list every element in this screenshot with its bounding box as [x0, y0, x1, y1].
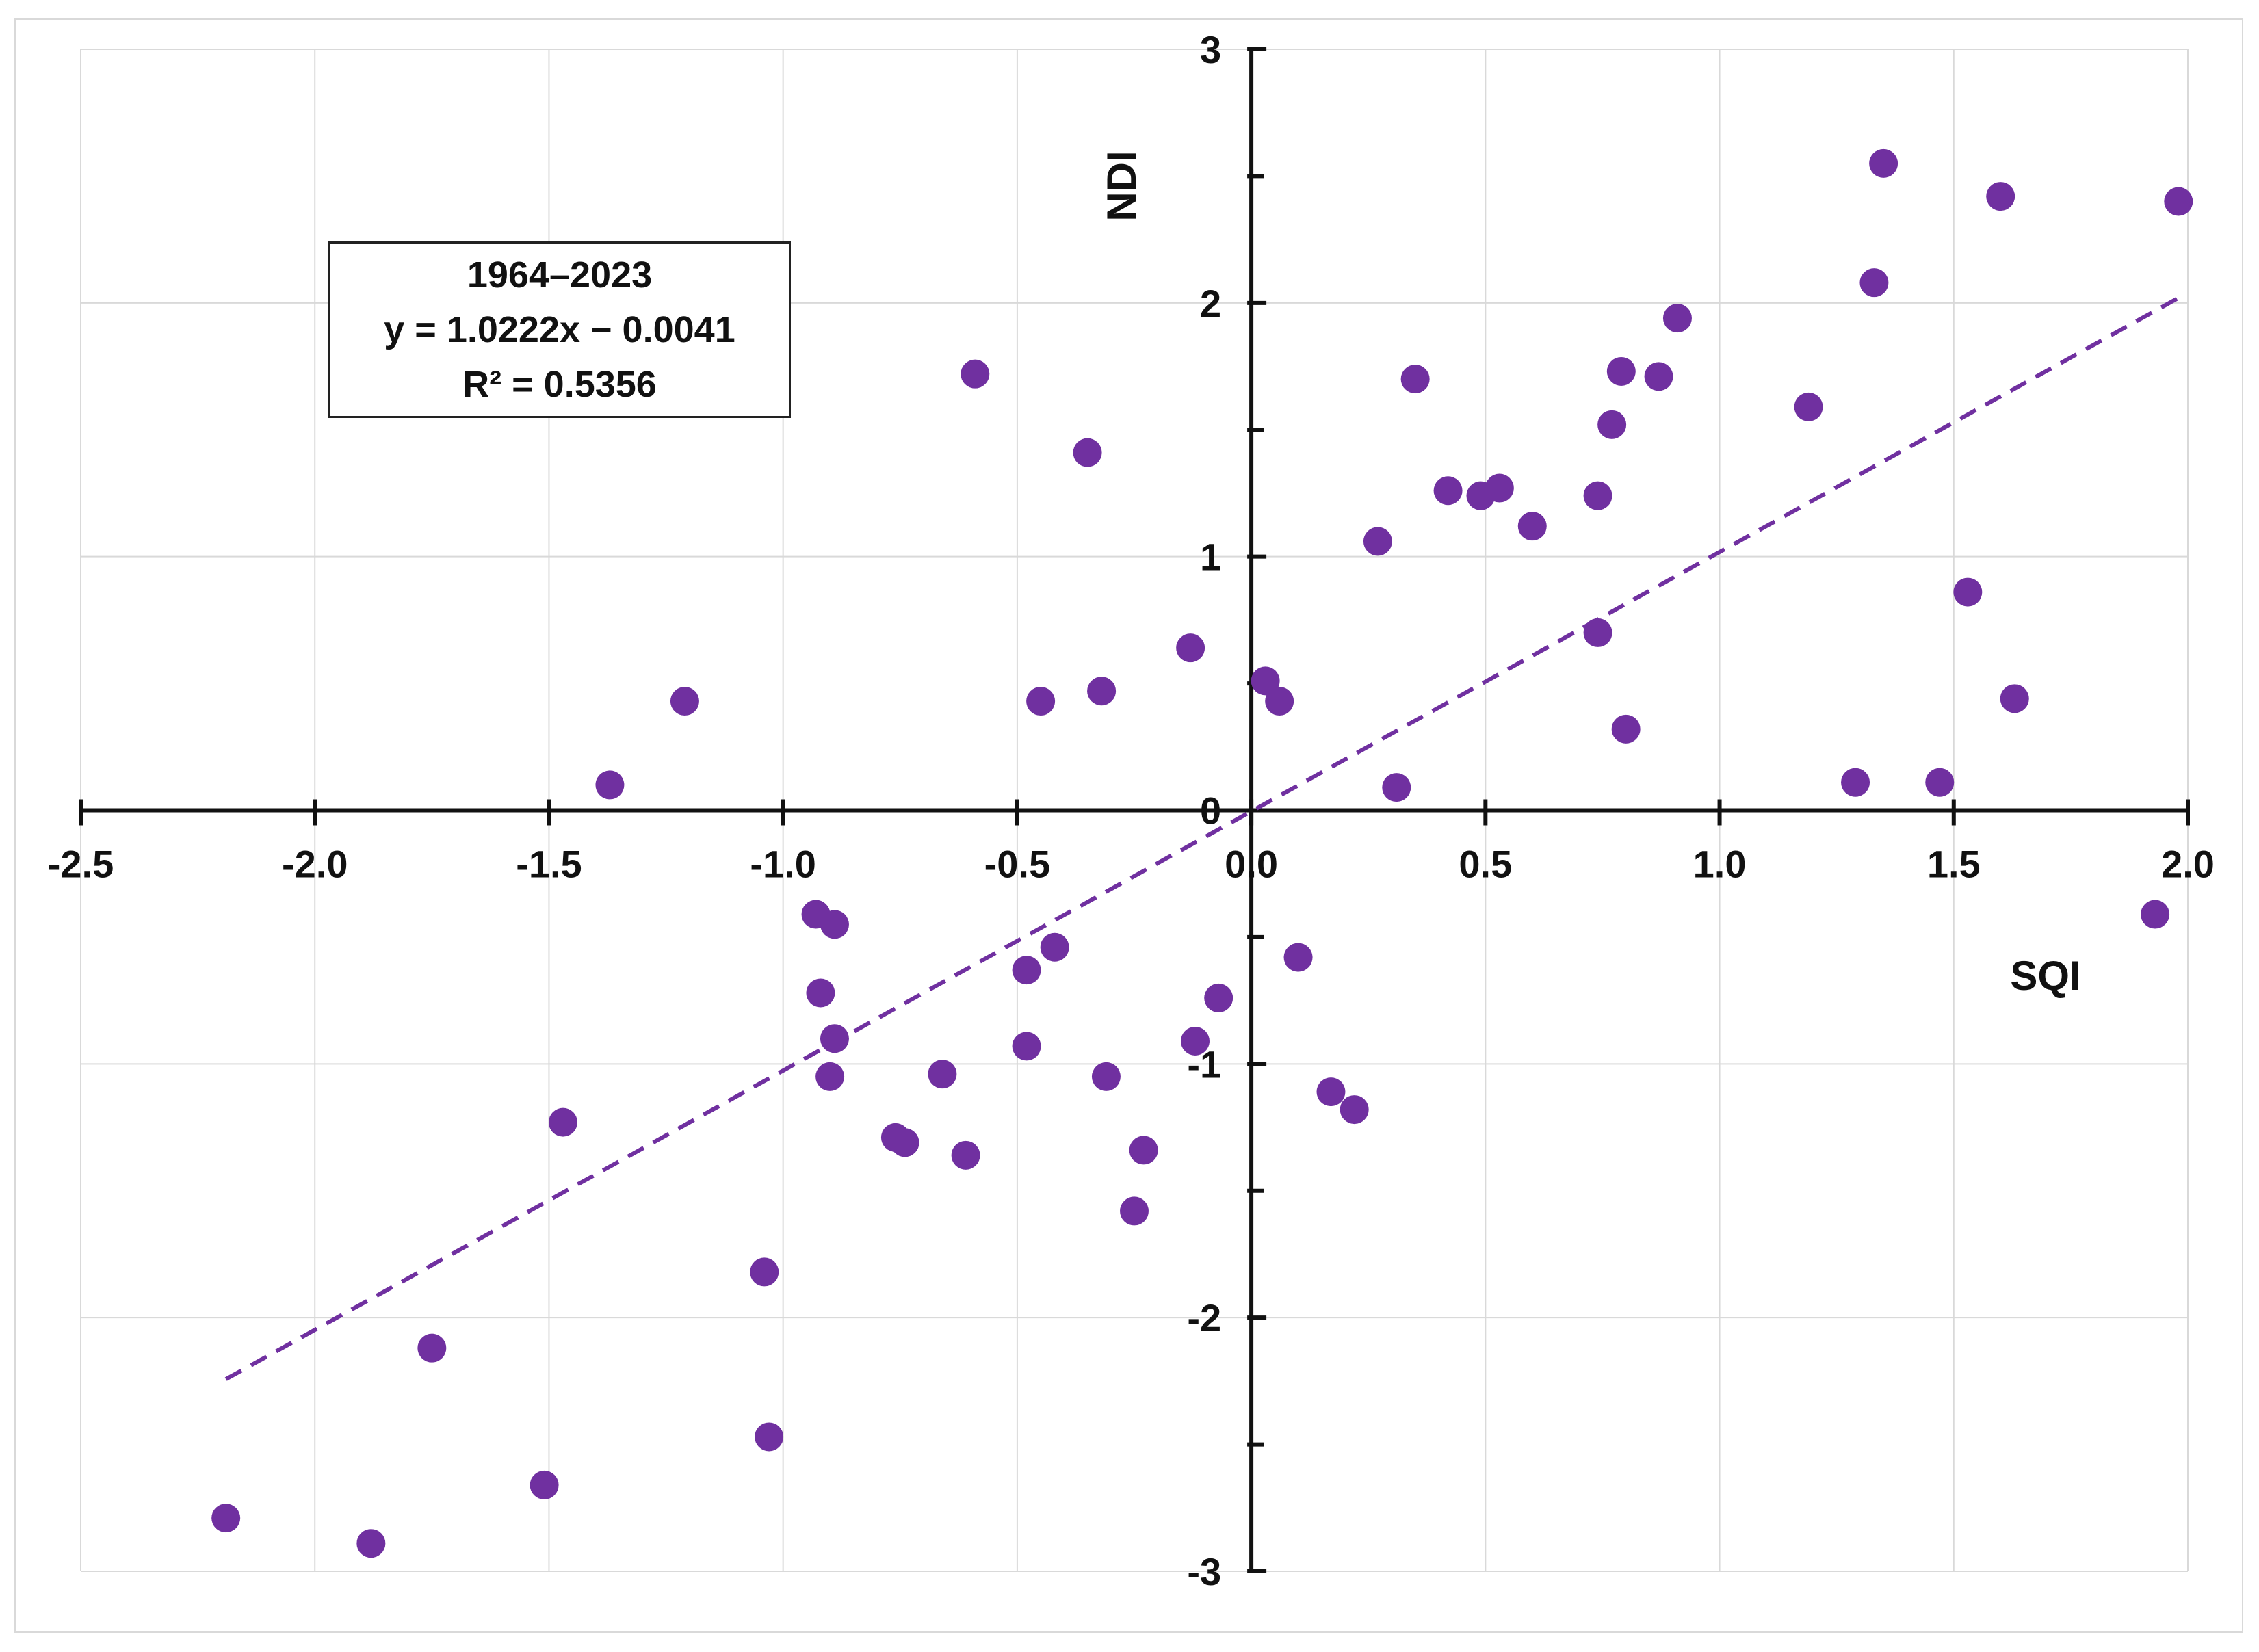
data-point: [951, 1140, 980, 1170]
data-point: [1583, 481, 1612, 510]
data-point: [1087, 677, 1117, 706]
data-point: [1925, 768, 1955, 797]
data-point: [1986, 182, 2015, 211]
data-point: [806, 978, 835, 1008]
period-label: 1964–2023: [467, 254, 653, 296]
data-point: [2164, 187, 2193, 216]
y-axis-title: NDI: [1099, 150, 1145, 221]
data-point: [1091, 1062, 1121, 1091]
data-point: [548, 1107, 577, 1137]
y-tick-label: 1: [1200, 536, 1221, 579]
data-point: [820, 1024, 849, 1053]
data-point: [1012, 956, 1041, 985]
data-points: [211, 148, 2193, 1558]
data-point: [1841, 768, 1870, 797]
x-tick-label: -2.0: [282, 843, 348, 886]
y-tick-label: -2: [1187, 1296, 1221, 1339]
data-point: [1382, 773, 1411, 802]
data-point: [1073, 438, 1102, 467]
data-point: [928, 1060, 957, 1089]
data-point: [750, 1257, 779, 1287]
x-tick-label: 2.0: [2161, 843, 2215, 886]
x-tick-label: 1.0: [1693, 843, 1747, 886]
data-point: [530, 1470, 559, 1499]
data-point: [1176, 633, 1205, 663]
data-point: [1316, 1077, 1346, 1107]
data-point: [1251, 666, 1280, 696]
regression-equation: y = 1.0222x − 0.0041: [384, 309, 735, 350]
x-tick-label: -0.5: [984, 843, 1051, 886]
data-point: [1180, 1026, 1210, 1056]
data-point: [1611, 714, 1641, 744]
data-point: [1485, 473, 1514, 503]
x-tick-label: -1.5: [516, 843, 582, 886]
data-point: [1606, 356, 1636, 386]
data-point: [1953, 577, 1983, 607]
data-point: [417, 1333, 447, 1363]
r-squared-label: R² = 0.5356: [462, 364, 657, 405]
y-tick-label: 2: [1200, 282, 1221, 325]
data-point: [1794, 392, 1823, 421]
data-point: [595, 770, 625, 800]
data-point: [890, 1128, 919, 1157]
trendline-group: [224, 296, 2180, 1381]
data-point: [1129, 1136, 1158, 1165]
data-point: [1400, 365, 1430, 394]
data-point: [211, 1504, 241, 1533]
x-tick-label: 1.5: [1927, 843, 1981, 886]
data-point: [1662, 304, 1692, 333]
y-tick-label: -3: [1187, 1550, 1221, 1593]
data-point: [1363, 527, 1392, 556]
data-point: [1012, 1032, 1041, 1061]
data-point: [1340, 1095, 1369, 1125]
data-point: [1026, 687, 1056, 716]
data-point: [815, 1062, 845, 1091]
tick-labels: -2.5 -2.0 -1.5 -1.0 -0.5 0.0 0.5 1.0 1.5 2.0 -3 -2 -…: [48, 28, 2215, 1593]
data-point: [1283, 943, 1313, 972]
data-point: [1120, 1196, 1149, 1226]
y-tick-label: -1: [1187, 1043, 1221, 1086]
data-point: [356, 1529, 386, 1558]
data-point: [1204, 983, 1233, 1012]
y-tick-label: 0: [1200, 789, 1221, 832]
data-point: [1597, 410, 1627, 439]
trendline-equation-box: 1964–2023 y = 1.0222x − 0.0041 R² = 0.53…: [328, 241, 791, 418]
data-point: [670, 687, 699, 716]
data-point: [1040, 932, 1069, 962]
data-point: [1583, 618, 1612, 647]
data-point: [1433, 476, 1463, 506]
y-tick-label: 3: [1200, 28, 1221, 71]
trendline: [224, 296, 2180, 1381]
data-point: [1517, 512, 1547, 541]
x-tick-label: -2.5: [48, 843, 114, 886]
data-point: [1644, 362, 1673, 391]
x-axis-title: SQI: [2010, 953, 2080, 999]
x-tick-label: -1.0: [750, 843, 816, 886]
chart-area: [14, 18, 2243, 1633]
x-tick-label: 0.0: [1225, 843, 1278, 886]
data-point: [2141, 900, 2170, 929]
data-point: [755, 1422, 784, 1452]
data-point: [2000, 684, 2029, 713]
data-point: [961, 359, 990, 389]
data-point: [1869, 148, 1898, 178]
data-point: [1859, 268, 1889, 298]
data-point: [1265, 687, 1294, 716]
x-tick-label: 0.5: [1459, 843, 1512, 886]
data-point: [820, 910, 849, 939]
